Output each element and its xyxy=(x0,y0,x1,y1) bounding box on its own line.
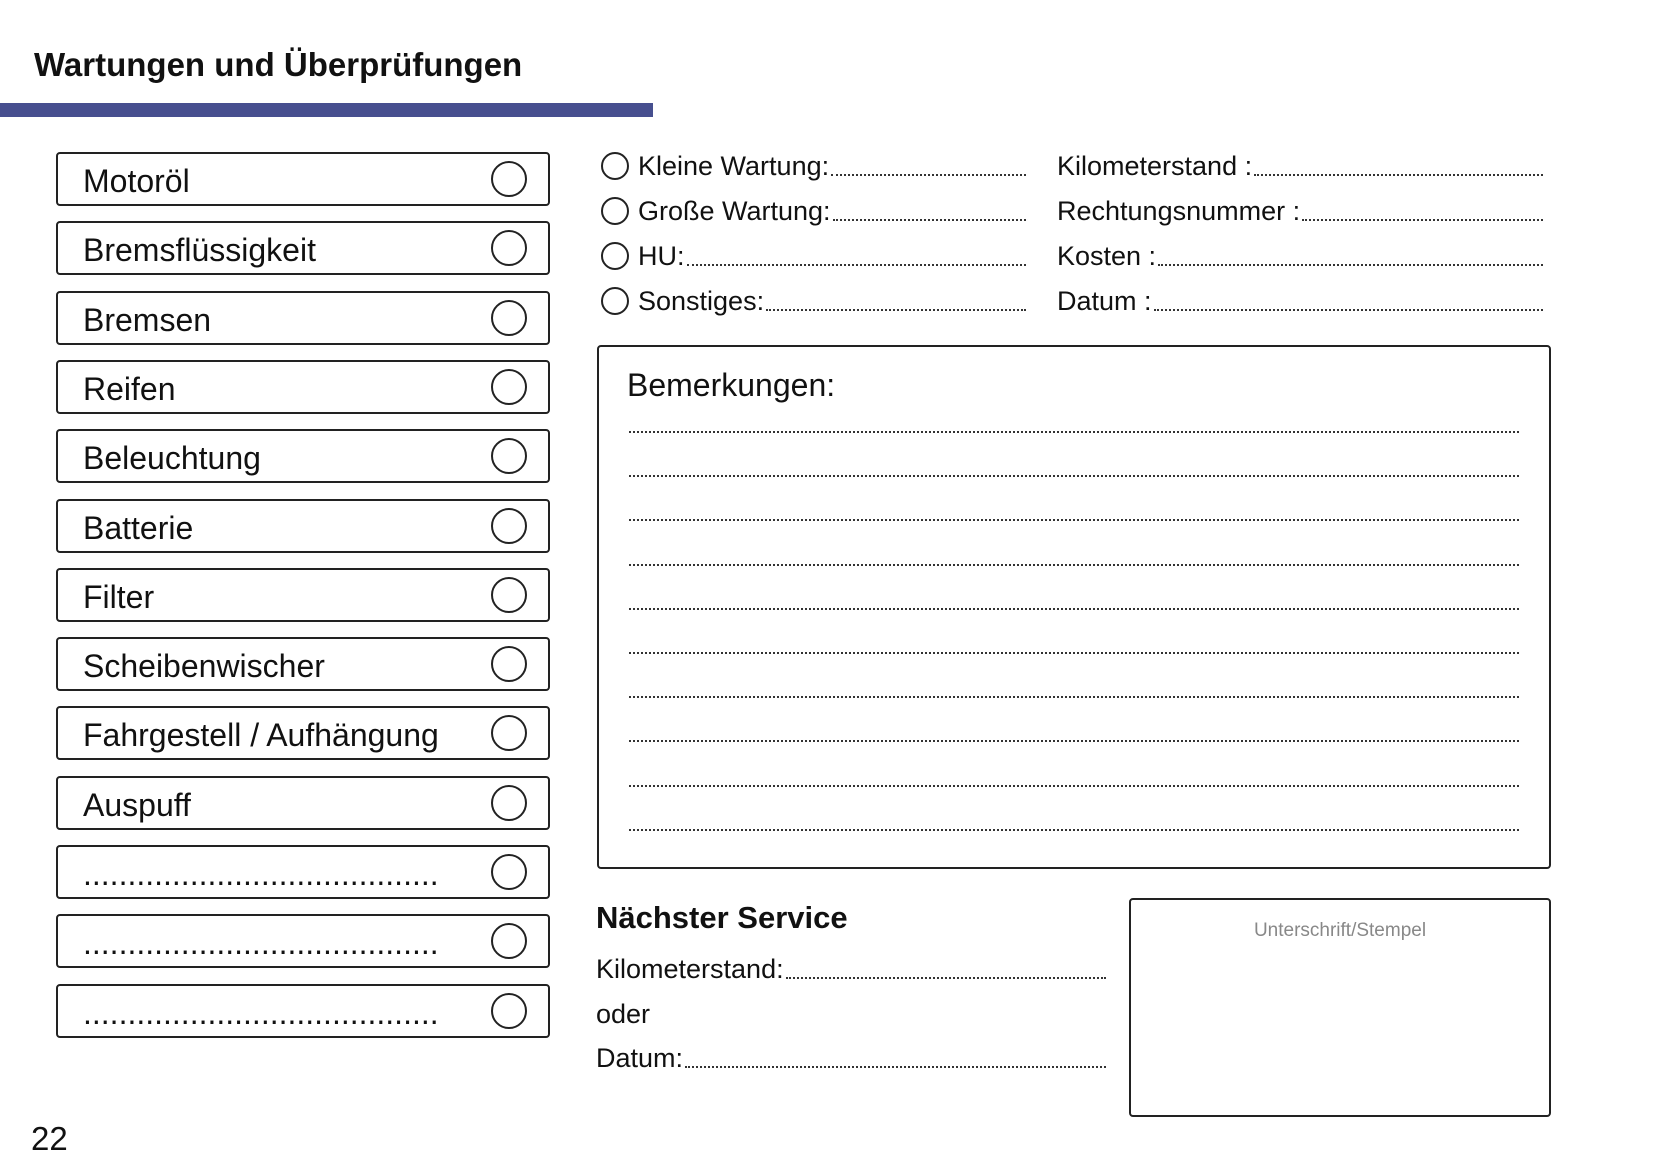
checklist-item-label: Fahrgestell / Aufhängung xyxy=(83,717,439,754)
service-field-input-line[interactable] xyxy=(1158,264,1543,266)
checklist-item[interactable]: Batterie xyxy=(56,498,550,553)
service-field-input-line[interactable] xyxy=(1254,174,1543,176)
service-type-option[interactable]: Kleine Wartung: xyxy=(601,150,1026,182)
next-service-mileage-label: Kilometerstand: xyxy=(596,954,784,984)
service-type-label: Sonstiges: xyxy=(638,286,765,316)
checklist-item-label: Scheibenwischer xyxy=(83,648,325,685)
checkbox-circle-icon[interactable] xyxy=(491,854,527,890)
radio-circle-icon[interactable] xyxy=(601,287,629,315)
remarks-line[interactable] xyxy=(629,607,1519,610)
checkbox-circle-icon[interactable] xyxy=(491,299,527,336)
title-underline-bar xyxy=(0,103,653,117)
remarks-box: Bemerkungen: xyxy=(597,345,1551,869)
remarks-line[interactable] xyxy=(629,784,1519,787)
checklist-item[interactable]: Bremsflüssigkeit xyxy=(56,221,550,276)
next-service-mileage-field[interactable]: Kilometerstand: xyxy=(596,953,1106,985)
service-field-label: Kosten : xyxy=(1057,241,1157,271)
remarks-line[interactable] xyxy=(629,740,1519,743)
service-type-input-line[interactable] xyxy=(766,309,1026,311)
service-type-option[interactable]: Sonstiges: xyxy=(601,285,1026,317)
checkbox-circle-icon[interactable] xyxy=(491,992,527,1029)
checklist-item-label: Filter xyxy=(83,578,155,615)
checklist-item-label: Beleuchtung xyxy=(83,440,261,477)
service-field-input-line[interactable] xyxy=(1302,219,1543,221)
service-field[interactable]: Kosten : xyxy=(1057,240,1543,272)
checklist-item[interactable]: Auspuff xyxy=(56,775,550,830)
checklist-item[interactable]: ........................................ xyxy=(56,983,550,1038)
service-field-label: Datum : xyxy=(1057,286,1152,316)
checklist-item-label: ........................................ xyxy=(83,856,439,892)
or-label: oder xyxy=(596,999,651,1029)
service-field[interactable]: Kilometerstand : xyxy=(1057,150,1543,182)
checklist-item[interactable]: ........................................ xyxy=(56,914,550,969)
checklist-item[interactable]: Filter xyxy=(56,567,550,622)
remarks-line[interactable] xyxy=(629,563,1519,566)
checklist-item-label: ........................................ xyxy=(83,925,439,962)
service-type-option[interactable]: HU: xyxy=(601,240,1026,272)
checklist-item[interactable]: Bremsen xyxy=(56,290,550,345)
checkbox-circle-icon[interactable] xyxy=(491,923,527,960)
remarks-title: Bemerkungen: xyxy=(627,367,836,403)
page-number: 22 xyxy=(31,1120,68,1157)
remarks-line[interactable] xyxy=(629,519,1519,522)
page-title: Wartungen und Überprüfungen xyxy=(34,46,523,83)
checkbox-circle-icon[interactable] xyxy=(491,368,527,405)
service-type-input-line[interactable] xyxy=(832,219,1026,221)
checkbox-circle-icon[interactable] xyxy=(491,230,527,267)
date-input-line[interactable] xyxy=(685,1066,1106,1068)
checkbox-circle-icon[interactable] xyxy=(491,715,527,752)
remarks-line[interactable] xyxy=(629,652,1519,654)
radio-circle-icon[interactable] xyxy=(601,197,629,225)
checkbox-circle-icon[interactable] xyxy=(491,507,527,544)
remarks-line[interactable] xyxy=(629,475,1519,478)
service-type-label: Große Wartung: xyxy=(638,196,831,226)
service-type-label: HU: xyxy=(638,241,685,271)
service-field-input-line[interactable] xyxy=(1153,309,1543,311)
remarks-line[interactable] xyxy=(629,696,1519,699)
checklist-item-label: Reifen xyxy=(83,370,176,407)
mileage-input-line[interactable] xyxy=(785,977,1106,979)
service-field[interactable]: Rechtungsnummer : xyxy=(1057,195,1543,227)
service-type-label: Kleine Wartung: xyxy=(638,151,830,181)
checklist-item-label: Bremsen xyxy=(83,301,212,338)
service-type-input-line[interactable] xyxy=(686,264,1026,266)
service-type-option[interactable]: Große Wartung: xyxy=(601,195,1026,227)
checklist-item[interactable]: Fahrgestell / Aufhängung xyxy=(56,706,550,761)
checkbox-circle-icon[interactable] xyxy=(491,438,527,475)
checkbox-circle-icon[interactable] xyxy=(491,784,527,821)
signature-stamp-box[interactable]: Unterschrift/Stempel xyxy=(1129,898,1551,1117)
radio-circle-icon[interactable] xyxy=(601,152,629,180)
next-service-date-label: Datum: xyxy=(596,1043,684,1073)
remarks-line[interactable] xyxy=(629,431,1519,433)
checkbox-circle-icon[interactable] xyxy=(491,576,527,613)
radio-circle-icon[interactable] xyxy=(601,242,629,270)
service-field-label: Kilometerstand : xyxy=(1057,151,1253,181)
checklist-item[interactable]: ........................................ xyxy=(56,845,550,899)
checklist-item[interactable]: Scheibenwischer xyxy=(56,637,550,692)
checkbox-circle-icon[interactable] xyxy=(491,646,527,683)
checklist-item-label: ........................................ xyxy=(83,994,439,1031)
checklist-item-label: Batterie xyxy=(83,509,194,546)
next-service-title: Nächster Service xyxy=(596,900,848,935)
signature-stamp-label: Unterschrift/Stempel xyxy=(1253,920,1427,941)
checklist-item-label: Motoröl xyxy=(83,163,190,199)
checklist-item[interactable]: Reifen xyxy=(56,359,550,414)
service-field[interactable]: Datum : xyxy=(1057,285,1543,317)
checklist-item-label: Auspuff xyxy=(83,786,191,823)
checklist-item[interactable]: Motoröl xyxy=(56,152,550,206)
service-type-input-line[interactable] xyxy=(831,174,1026,176)
checklist-item-label: Bremsflüssigkeit xyxy=(83,232,316,269)
service-field-label: Rechtungsnummer : xyxy=(1057,196,1301,226)
checklist-item[interactable]: Beleuchtung xyxy=(56,429,550,484)
remarks-line[interactable] xyxy=(629,828,1519,831)
checkbox-circle-icon[interactable] xyxy=(491,161,527,197)
next-service-date-field[interactable]: Datum: xyxy=(596,1042,1106,1074)
